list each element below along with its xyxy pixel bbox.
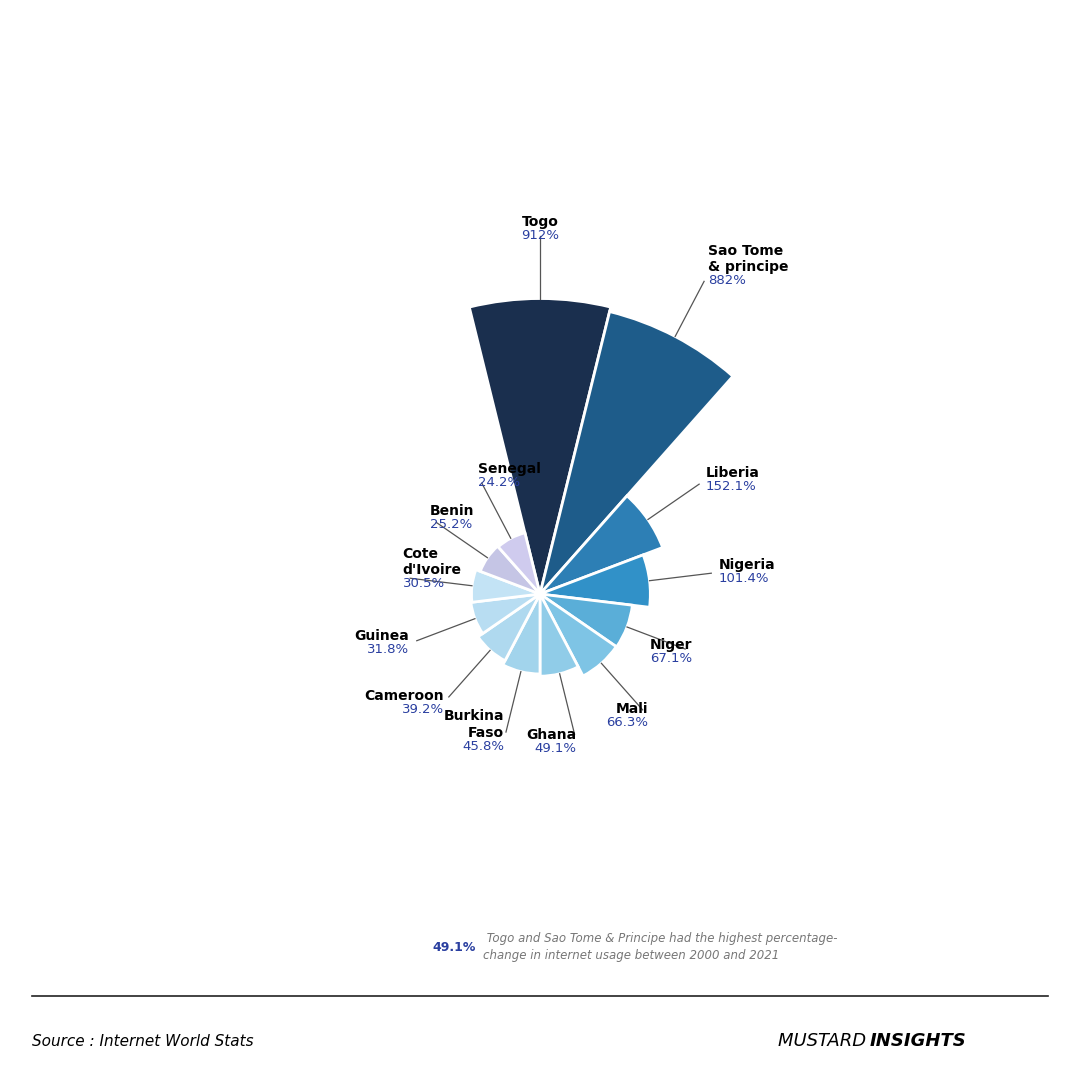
- Wedge shape: [540, 311, 733, 594]
- Text: Sao Tome
& principe: Sao Tome & principe: [707, 244, 788, 274]
- Text: 152.1%: 152.1%: [705, 480, 756, 492]
- Wedge shape: [481, 546, 540, 594]
- Wedge shape: [471, 594, 540, 634]
- Wedge shape: [540, 594, 633, 647]
- Text: Liberia: Liberia: [705, 465, 759, 480]
- Text: Togo: Togo: [522, 215, 558, 229]
- Text: Cameroon: Cameroon: [364, 689, 444, 703]
- Text: MUSTARD: MUSTARD: [778, 1032, 872, 1050]
- Wedge shape: [540, 555, 650, 607]
- Text: Ghana: Ghana: [526, 728, 577, 742]
- Text: PERCENTAGE CHANGE IN INTERNET USAGE: PERCENTAGE CHANGE IN INTERNET USAGE: [91, 96, 820, 125]
- Text: 66.3%: 66.3%: [606, 716, 648, 729]
- Text: 49.1%: 49.1%: [535, 742, 577, 755]
- Text: Niger: Niger: [650, 638, 692, 652]
- Text: INSIGHTS: INSIGHTS: [869, 1032, 967, 1050]
- Text: 882%: 882%: [707, 274, 745, 287]
- Text: Guinea: Guinea: [354, 630, 409, 644]
- Text: Cote
d'Ivoire: Cote d'Ivoire: [403, 548, 461, 578]
- Text: WEST AFRICAN COUNTRIES WITH THE HIGHEST: WEST AFRICAN COUNTRIES WITH THE HIGHEST: [91, 49, 896, 78]
- Wedge shape: [540, 594, 617, 676]
- Text: Mali: Mali: [616, 702, 648, 716]
- Text: Burkina
Faso: Burkina Faso: [444, 710, 504, 740]
- Text: Source : Internet World Stats: Source : Internet World Stats: [32, 1034, 254, 1049]
- Text: BETWEEN 2000 AND 2021: BETWEEN 2000 AND 2021: [91, 144, 531, 173]
- Text: Benin: Benin: [430, 504, 474, 518]
- Wedge shape: [478, 594, 540, 661]
- Text: 49.1%: 49.1%: [432, 941, 475, 954]
- Text: 912%: 912%: [521, 229, 559, 242]
- Text: Togo and Sao Tome & Principe had the highest percentage-
change in internet usag: Togo and Sao Tome & Principe had the hig…: [484, 932, 838, 962]
- Text: Nigeria: Nigeria: [719, 558, 775, 572]
- Wedge shape: [503, 594, 540, 674]
- Wedge shape: [540, 594, 578, 676]
- Text: Senegal: Senegal: [478, 462, 541, 476]
- Text: 39.2%: 39.2%: [402, 703, 444, 716]
- Wedge shape: [470, 298, 610, 594]
- Text: 24.2%: 24.2%: [478, 476, 521, 489]
- Wedge shape: [472, 570, 540, 603]
- Wedge shape: [498, 532, 540, 594]
- Text: 45.8%: 45.8%: [462, 740, 504, 753]
- Wedge shape: [540, 496, 663, 594]
- Text: 67.1%: 67.1%: [650, 652, 692, 665]
- Text: 25.2%: 25.2%: [430, 518, 472, 531]
- Text: 101.4%: 101.4%: [719, 572, 770, 585]
- Text: 31.8%: 31.8%: [367, 644, 409, 657]
- Text: 30.5%: 30.5%: [403, 578, 445, 591]
